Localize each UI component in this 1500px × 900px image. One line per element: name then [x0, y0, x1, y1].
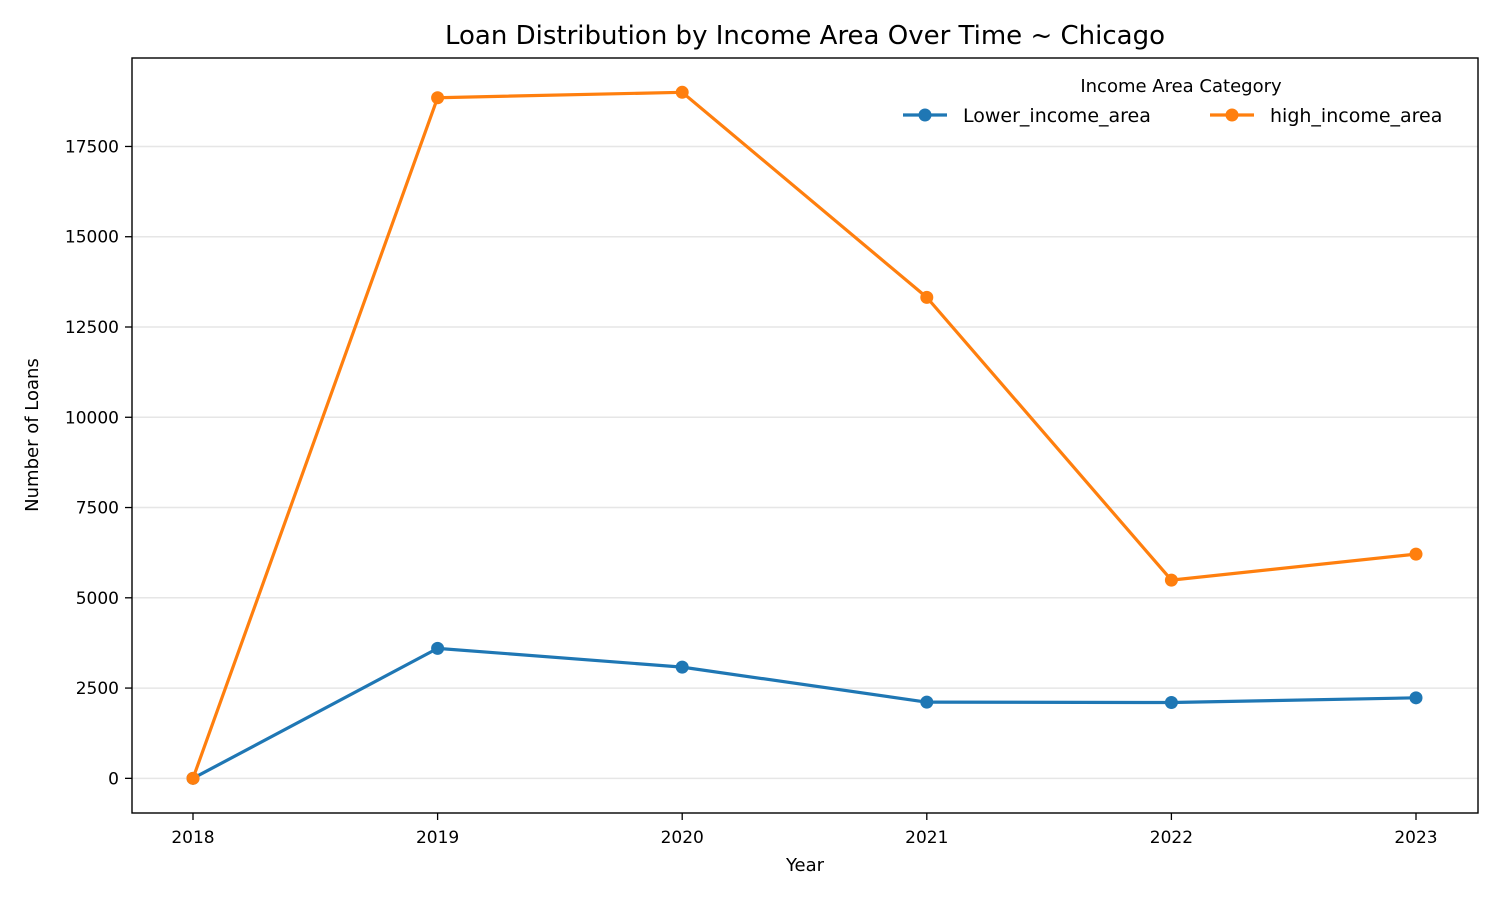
series-0-point — [920, 695, 934, 709]
y-tick-label: 17500 — [65, 137, 119, 157]
series-0-point — [1164, 696, 1178, 710]
chart-title: Loan Distribution by Income Area Over Ti… — [445, 21, 1165, 51]
series-1-line — [191, 90, 1418, 780]
y-tick-label: 7500 — [76, 499, 119, 519]
y-tick-label: 12500 — [65, 318, 119, 338]
series-0-point — [675, 660, 689, 674]
plot-frame — [131, 57, 1479, 814]
series-1-point — [186, 771, 200, 785]
x-tick-label: 2022 — [1150, 828, 1193, 848]
legend: Income Area Category Lower_income_area hi… — [903, 76, 1442, 127]
series-1-point — [431, 91, 445, 105]
x-tick-label: 2018 — [171, 828, 214, 848]
x-tick-label: 2023 — [1394, 828, 1437, 848]
x-tick-label: 2021 — [905, 828, 948, 848]
legend-title: Income Area Category — [1080, 76, 1282, 97]
y-axis: 0 2500 5000 7500 10000 12500 15000 17500 — [65, 137, 132, 789]
series-1-point — [1164, 573, 1178, 587]
y-tick-label: 10000 — [65, 408, 119, 428]
x-axis: 2018 2019 2020 2021 2022 2023 — [171, 813, 1438, 848]
series-1-point — [675, 85, 689, 99]
y-tick-label: 2500 — [76, 679, 119, 699]
series-0-line — [191, 646, 1418, 780]
y-tick-label: 15000 — [65, 228, 119, 248]
x-tick-label: 2020 — [661, 828, 704, 848]
x-tick-label: 2019 — [416, 828, 459, 848]
series-1-point — [1409, 547, 1423, 561]
legend-swatch-marker — [918, 108, 932, 122]
series-0-point — [431, 641, 445, 655]
series-0-point — [1409, 691, 1423, 705]
series-1-point — [920, 290, 934, 304]
y-axis-label: Number of Loans — [22, 358, 43, 512]
y-tick-label: 5000 — [76, 589, 119, 609]
series-layer — [186, 85, 1423, 785]
y-tick-label: 0 — [108, 769, 119, 789]
legend-label: high_income_area — [1270, 105, 1442, 127]
legend-label: Lower_income_area — [963, 105, 1151, 127]
x-axis-label: Year — [785, 855, 825, 876]
legend-swatch-marker — [1225, 108, 1239, 122]
